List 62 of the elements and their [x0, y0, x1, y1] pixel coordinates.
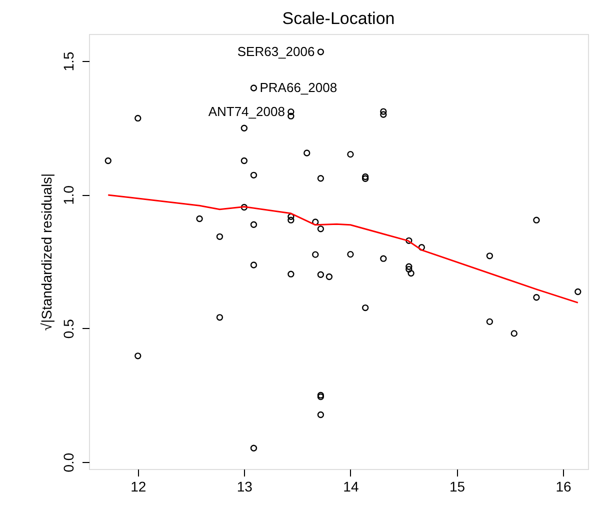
x-tick-label: 12	[130, 478, 146, 494]
x-tick-label: 13	[236, 478, 253, 494]
point	[288, 108, 294, 116]
point	[574, 288, 582, 296]
y-tick-label: 0.5	[60, 318, 76, 339]
y-tick-label: 1.0	[60, 185, 76, 205]
point	[250, 262, 258, 268]
annotation: ANT74_2008	[208, 104, 285, 119]
point	[362, 175, 369, 182]
point	[288, 112, 294, 120]
point	[317, 226, 324, 232]
point	[312, 218, 319, 226]
point	[347, 150, 354, 158]
chart-title: Scale-Location	[282, 9, 395, 28]
point	[304, 150, 310, 156]
point	[312, 251, 319, 258]
point	[250, 444, 258, 452]
point	[317, 411, 324, 418]
point	[240, 204, 248, 211]
point	[406, 237, 412, 244]
y-tick-label: 1.5	[60, 52, 76, 72]
point	[104, 157, 112, 164]
point	[134, 352, 142, 360]
line-series	[107, 194, 579, 304]
point	[317, 271, 324, 278]
point	[216, 314, 224, 321]
point	[380, 255, 387, 262]
point	[250, 221, 258, 228]
point	[240, 124, 248, 132]
point	[408, 270, 414, 277]
point	[406, 263, 412, 270]
point	[134, 114, 142, 122]
point	[288, 213, 294, 220]
x-tick-label: 14	[343, 478, 359, 494]
annotation: PRA66_2008	[260, 80, 338, 96]
y-axis-title: √|Standardized residuals|	[38, 173, 54, 331]
point	[250, 172, 258, 178]
point	[250, 84, 258, 92]
point	[406, 266, 412, 273]
point	[486, 318, 494, 326]
point	[288, 270, 294, 278]
point	[510, 330, 518, 337]
point	[380, 108, 387, 115]
point	[362, 304, 369, 312]
point	[418, 244, 426, 251]
point	[362, 173, 369, 180]
y-tick-label: 0.0	[60, 452, 76, 472]
point	[533, 294, 540, 301]
x-tick-label: 15	[449, 478, 466, 494]
annotation: SER63_2006	[237, 44, 315, 59]
point	[317, 175, 324, 182]
point	[326, 273, 333, 280]
point	[196, 215, 203, 222]
point	[533, 216, 540, 224]
point	[240, 157, 248, 164]
point	[288, 216, 294, 224]
point	[347, 250, 354, 258]
point	[486, 252, 494, 260]
point	[380, 111, 387, 118]
x-tick-label: 16	[556, 478, 572, 494]
point	[317, 48, 324, 56]
point	[216, 233, 224, 240]
